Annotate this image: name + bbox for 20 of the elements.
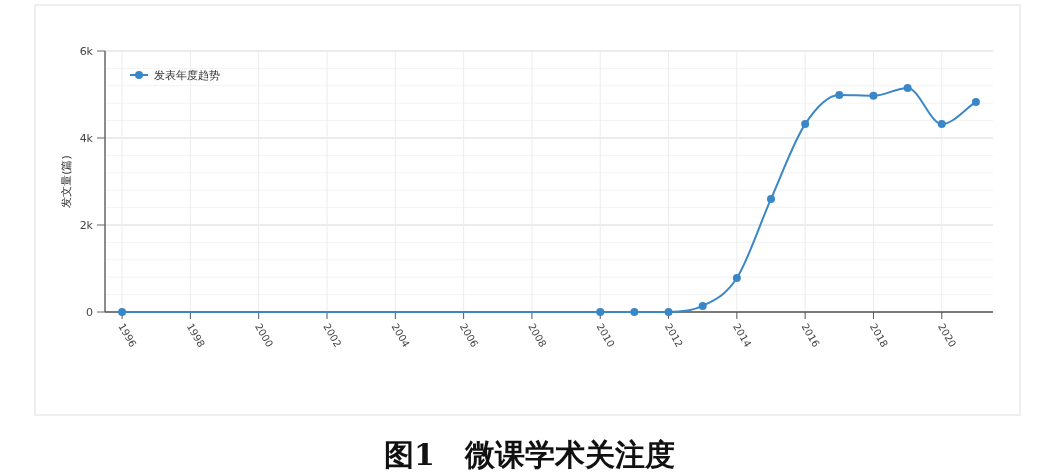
point (767, 194, 775, 203)
point (835, 90, 844, 99)
y-tick-label: 6k (79, 45, 94, 58)
caption: 图1 微课学术关注度 (384, 437, 675, 472)
point (732, 274, 741, 283)
point (903, 83, 912, 92)
y-tick-label: 4k (79, 132, 94, 145)
point (869, 91, 878, 100)
legend-label: 发表年度趋势 (154, 69, 220, 82)
point (596, 308, 605, 316)
y-tick-label: 0 (86, 306, 93, 319)
point (698, 301, 707, 310)
point (937, 120, 946, 129)
point (971, 97, 980, 106)
point (801, 120, 810, 129)
y-tick-label: 2k (79, 219, 94, 232)
y-axis-title: 发文量(篇) (60, 155, 73, 208)
point (664, 308, 673, 316)
point (118, 308, 127, 316)
point (630, 308, 639, 316)
